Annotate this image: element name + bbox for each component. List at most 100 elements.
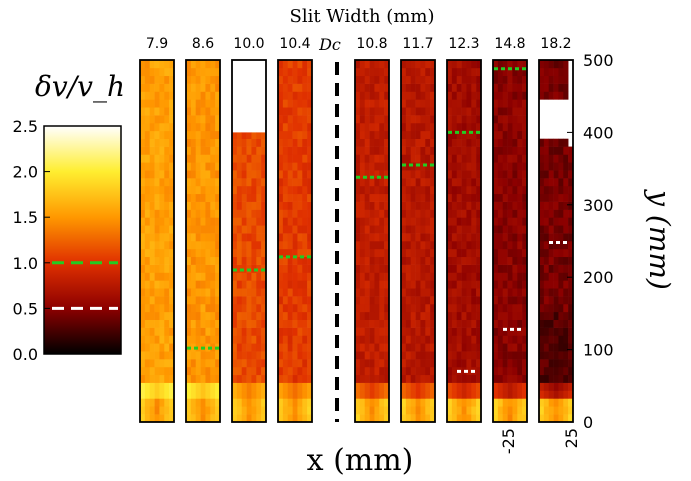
heatmap-cell — [466, 272, 472, 281]
heatmap-cell — [256, 280, 262, 289]
heatmap-cell — [154, 115, 160, 124]
heatmap-cell — [476, 272, 482, 281]
heatmap-cell — [164, 366, 170, 376]
heatmap-cell — [456, 217, 462, 226]
heatmap-cell — [200, 138, 206, 147]
heatmap-cell — [256, 382, 262, 391]
heatmap-cell — [169, 91, 175, 100]
heatmap-cell — [401, 67, 407, 77]
heatmap-cell — [205, 303, 211, 313]
heatmap-cell — [425, 107, 431, 116]
heatmap-cell — [355, 146, 361, 155]
heatmap-cell — [355, 225, 361, 234]
heatmap-cell — [140, 130, 146, 139]
heatmap-cell — [232, 138, 238, 147]
heatmap-cell — [447, 343, 453, 352]
heatmap-cell — [522, 75, 528, 84]
heatmap-cell — [169, 414, 175, 423]
heatmap-cell — [522, 319, 528, 328]
heatmap-cell — [195, 209, 201, 218]
heatmap-cell — [278, 83, 284, 92]
heatmap-cell — [190, 91, 197, 100]
heatmap-cell — [200, 67, 206, 77]
heatmap-cell — [169, 280, 175, 289]
heatmap-cell — [282, 115, 289, 124]
heatmap-cell — [164, 233, 170, 242]
heatmap-cell — [512, 359, 518, 368]
heatmap-cell — [190, 67, 197, 77]
heatmap-cell — [420, 138, 426, 147]
heatmap-cell — [200, 248, 206, 258]
heatmap-cell — [512, 398, 518, 407]
heatmap-cell — [410, 122, 416, 132]
heatmap-cell — [568, 217, 574, 226]
heatmap-cell — [410, 406, 416, 415]
heatmap-cell — [205, 122, 211, 132]
heatmap-cell — [205, 185, 211, 195]
heatmap-cell — [164, 178, 170, 187]
heatmap-cell — [374, 154, 380, 163]
heatmap-cell — [451, 138, 458, 147]
heatmap-cell — [401, 241, 407, 250]
heatmap-cell — [364, 60, 370, 69]
heatmap-cell — [522, 225, 528, 234]
heatmap-cell — [369, 193, 375, 202]
heatmap-cell — [215, 107, 221, 116]
heatmap-cell — [278, 398, 284, 407]
heatmap-cell — [159, 359, 165, 368]
heatmap-cell — [502, 115, 508, 124]
heatmap-cell — [502, 201, 508, 210]
heatmap-cell — [287, 60, 293, 69]
heatmap-cell — [287, 311, 293, 320]
heatmap-cell — [195, 75, 201, 84]
heatmap-cell — [307, 264, 313, 273]
heatmap-cell — [374, 225, 380, 234]
heatmap-cell — [451, 146, 458, 155]
heatmap-cell — [476, 217, 482, 226]
heatmap-cell — [144, 280, 151, 289]
heatmap-cell — [241, 359, 247, 368]
heatmap-cell — [502, 335, 508, 344]
heatmap-cell — [415, 193, 421, 202]
heatmap-cell — [210, 382, 216, 391]
heatmap-cell — [461, 280, 467, 289]
heatmap-cell — [430, 107, 436, 116]
heatmap-cell — [456, 138, 462, 147]
heatmap-cell — [447, 91, 453, 100]
heatmap-cell — [261, 343, 267, 352]
heatmap-cell — [302, 264, 308, 273]
heatmap-cell — [232, 193, 238, 202]
heatmap-cell — [451, 327, 458, 336]
heatmap-cell — [471, 272, 477, 281]
heatmap-cell — [205, 398, 211, 407]
heatmap-cell — [241, 335, 247, 344]
heatmap-cell — [302, 115, 308, 124]
heatmap-cell — [461, 359, 467, 368]
heatmap-cell — [379, 414, 385, 423]
heatmap-cell — [401, 83, 407, 92]
heatmap-cell — [512, 193, 518, 202]
heatmap-cell — [364, 343, 370, 352]
heatmap-cell — [140, 241, 146, 250]
heatmap-cell — [140, 138, 146, 147]
heatmap-cell — [507, 296, 513, 305]
heatmap-cell — [164, 248, 170, 258]
heatmap-cell — [154, 233, 160, 242]
heatmap-cell — [251, 406, 257, 415]
heatmap-cell — [164, 343, 170, 352]
heatmap-cell — [246, 162, 252, 171]
heatmap-cell — [144, 170, 151, 179]
heatmap-cell — [169, 374, 175, 383]
heatmap-cell — [287, 343, 293, 352]
heatmap-cell — [425, 178, 431, 187]
heatmap-cell — [558, 248, 564, 258]
heatmap-cell — [369, 311, 375, 320]
heatmap-cell — [307, 115, 313, 124]
heatmap-cell — [493, 272, 499, 281]
heatmap-cell — [553, 225, 559, 234]
heatmap-cell — [522, 390, 528, 399]
heatmap-cell — [384, 60, 390, 69]
heatmap-cell — [420, 75, 426, 84]
heatmap-cell — [246, 209, 252, 218]
heatmap-cell — [282, 359, 289, 368]
